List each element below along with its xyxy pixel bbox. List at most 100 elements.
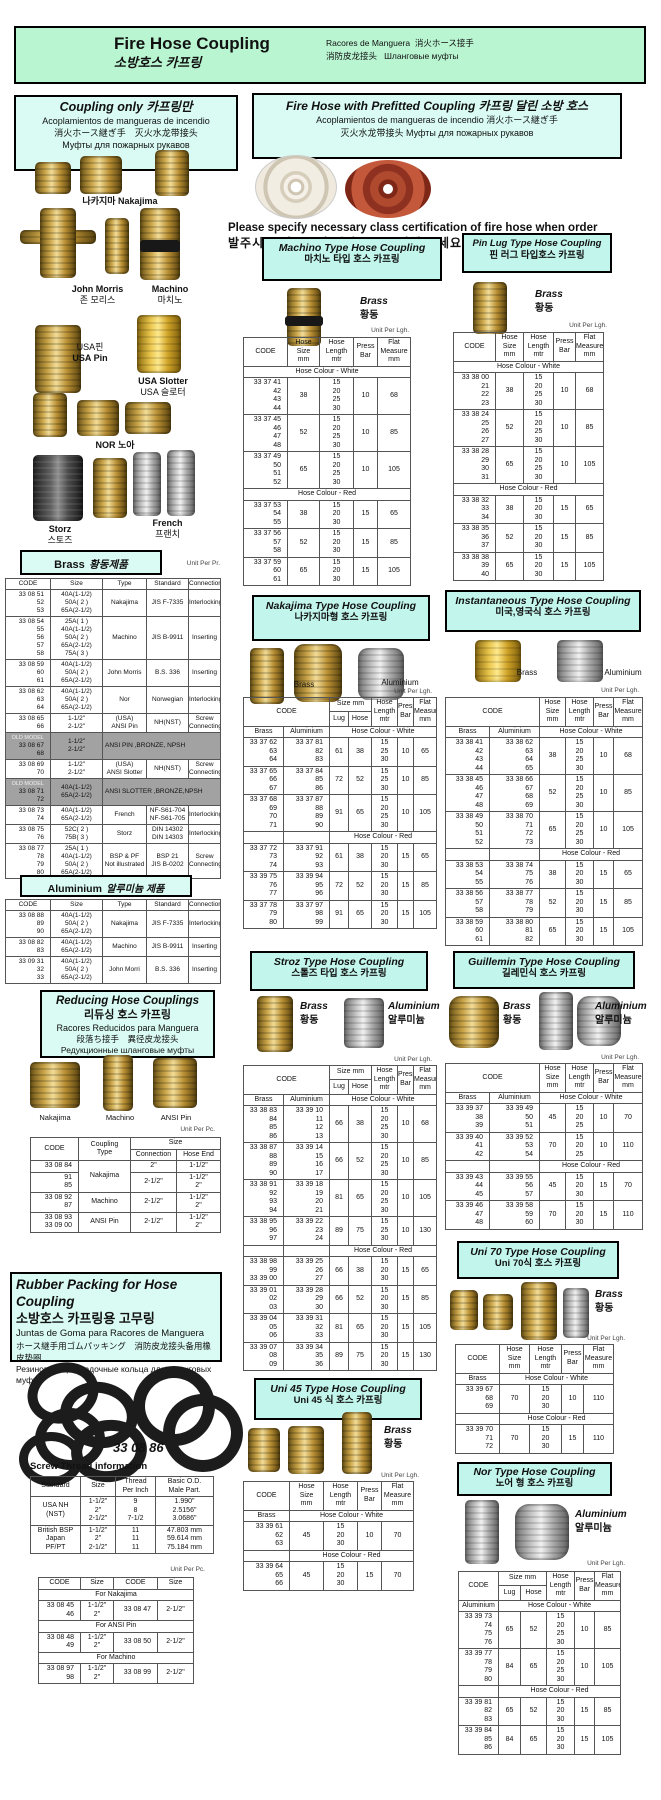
data-cell: 110 xyxy=(613,1131,644,1161)
table-row: 33 38 35 36 37 52 15 20 30 15 85 xyxy=(453,523,604,553)
data-cell: 68 xyxy=(377,377,411,415)
usa-slotter-en: USA Slotter xyxy=(138,376,188,386)
data-cell: Hose Colour - Red xyxy=(243,488,411,501)
unit-lgh-inst: Unit Per Lgh. xyxy=(601,687,639,694)
data-cell: 65 xyxy=(348,1313,373,1343)
brass-section-header: Brass 황동제품 xyxy=(20,550,162,575)
data-table: CODE Hose Size mm Hose Length mtr Press Bar Flat M… xyxy=(453,332,604,581)
data-cell: 15 20 25 xyxy=(565,1103,595,1133)
data-cell: 33 39 55 56 57 xyxy=(488,1171,541,1201)
data-cell: 33 08 84 xyxy=(30,1160,79,1173)
data-cell: 33 08 65 66 xyxy=(5,713,51,733)
data-cell: 68 xyxy=(575,372,604,410)
data-cell: 33 39 18 19 20 21 xyxy=(282,1179,331,1217)
data-cell: Hose Length mtr xyxy=(319,337,354,367)
data-cell: Aluminium xyxy=(282,725,331,738)
data-cell: 1-1/2" xyxy=(176,1160,221,1173)
data-cell: Hose Colour - White xyxy=(539,1091,644,1104)
rubber-section-header: Rubber Packing for Hose Coupling 소방호스 카프링… xyxy=(10,1272,222,1385)
stroz-alu-photo xyxy=(344,998,384,1048)
data-cell: 75 xyxy=(348,1216,373,1246)
data-cell: Hose Colour - Red xyxy=(499,1412,614,1425)
data-cell: Standard xyxy=(146,578,189,590)
data-cell: ANSI Pin xyxy=(78,1211,131,1233)
data-cell: 66 xyxy=(329,1105,350,1143)
data-cell: 33 37 87 88 89 90 xyxy=(282,794,331,832)
data-cell: 33 38 32 33 34 xyxy=(453,494,496,524)
data-cell: 33 39 22 23 24 xyxy=(282,1216,331,1246)
uni45-title-ko: Uni 45 식 호스 카프링 xyxy=(293,1395,383,1406)
table-row: For Nakajima xyxy=(38,1588,194,1601)
data-cell: 33 38 87 88 89 90 xyxy=(243,1142,284,1180)
alu-title-ko: 알루미늄 제품 xyxy=(106,884,165,895)
alu-title-en: Aluminium xyxy=(47,883,102,895)
data-cell: 15 20 30 xyxy=(371,899,399,929)
alu-label: Aluminium xyxy=(595,1001,647,1012)
data-cell: 72 xyxy=(329,765,350,795)
data-cell: 65 xyxy=(498,1611,521,1649)
data-cell: 45 xyxy=(539,1171,567,1201)
data-cell: 15 20 25 30 xyxy=(371,794,399,832)
coupling-gallery: 나카지마 Nakajima John Morris 존 모리스 Machino … xyxy=(5,150,221,550)
data-cell: 33 38 83 84 85 86 xyxy=(243,1105,284,1143)
stroz-title-en: Stroz Type Hose Coupling xyxy=(273,956,405,968)
guillemin-alu-label: Aluminium 알루미늄 xyxy=(595,1000,647,1028)
unit-lgh-machino: Unit Per Lgh. xyxy=(371,327,409,334)
table-row: 33 08 97 98 1-1/2" 2" 33 08 99 2-1/2" xyxy=(38,1663,194,1684)
french-photo xyxy=(133,452,161,516)
alu-label-ko: 알루미늄 xyxy=(595,1015,632,1026)
data-cell: Standard xyxy=(30,1476,81,1497)
john-morris-en: John Morris xyxy=(71,284,124,294)
data-cell: 15 xyxy=(353,528,378,558)
usa-pin-label: USA핀 USA Pin xyxy=(60,342,120,364)
data-cell: Hose Size mm xyxy=(539,697,567,727)
data-cell: 2-1/2" xyxy=(157,1600,194,1621)
data-cell: CODE xyxy=(455,1344,500,1374)
data-cell: Hose xyxy=(519,1585,548,1601)
data-cell: 10 xyxy=(593,737,615,775)
data-cell: 15 20 25 30 xyxy=(546,1611,576,1649)
data-cell: 33 08 75 76 xyxy=(5,824,51,844)
data-cell: 33 39 37 38 39 xyxy=(445,1103,490,1133)
data-cell: Nakajima xyxy=(78,1160,131,1193)
data-cell: 10 xyxy=(397,794,415,832)
inst-table-mount: CODE Hose Size mm Hose Length mtr Press Bar Flat M… xyxy=(444,697,644,946)
data-cell: JIS F-7335 xyxy=(146,589,189,617)
table-row: 33 39 81 82 83 65 52 15 20 30 15 85 xyxy=(458,1696,622,1726)
nor-title-en: Nor Type Hose Coupling xyxy=(473,1466,596,1478)
data-cell: 85 xyxy=(377,414,411,452)
storz-brass-photo xyxy=(93,458,127,518)
data-cell: 65 xyxy=(287,451,320,489)
data-cell: Interlocking xyxy=(188,805,221,825)
data-cell: 15 20 30 xyxy=(323,1561,358,1591)
uni70-photo xyxy=(521,1282,557,1340)
data-cell: 10 xyxy=(397,1179,415,1217)
table-row: 33 08 69 70 1-1/2" 2-1/2" (USA) ANSI Slotter N… xyxy=(5,759,221,779)
data-cell: 15 20 30 xyxy=(523,551,554,581)
data-cell: JIS F-7335 xyxy=(146,910,189,938)
data-cell: Size mm xyxy=(329,1064,373,1081)
coupling-only-ja: 消火ホース継ぎ手 灭火水龙带接头 xyxy=(54,128,198,138)
data-cell: 38 xyxy=(539,859,567,889)
data-cell: 15 xyxy=(353,556,378,586)
data-cell: 65 xyxy=(413,842,438,872)
data-cell: 33 08 99 xyxy=(113,1663,158,1684)
data-cell: Brass xyxy=(455,1372,500,1385)
data-cell: 15 xyxy=(553,494,576,524)
data-cell: 75 xyxy=(348,1341,373,1371)
rubber-title-line: Rubber Packing for Hose Coupling xyxy=(16,1277,178,1309)
data-cell xyxy=(458,1685,499,1698)
table-row: 33 39 61 62 63 45 15 20 30 10 70 xyxy=(243,1521,414,1551)
data-cell: 10 xyxy=(353,377,378,415)
stroz-alu-label: Aluminium 알루미늄 xyxy=(388,1000,440,1028)
table-row: CODE Hose Size mm Hose Length mtr Press Bar Flat M… xyxy=(455,1344,614,1374)
john-morris-photo xyxy=(105,218,129,274)
table-row: Hose Colour - Red xyxy=(458,1685,622,1698)
french-ko: 프랜치 xyxy=(155,529,180,539)
data-cell: 10 xyxy=(553,409,576,447)
data-cell: (USA) ANSI Pin xyxy=(102,713,147,733)
